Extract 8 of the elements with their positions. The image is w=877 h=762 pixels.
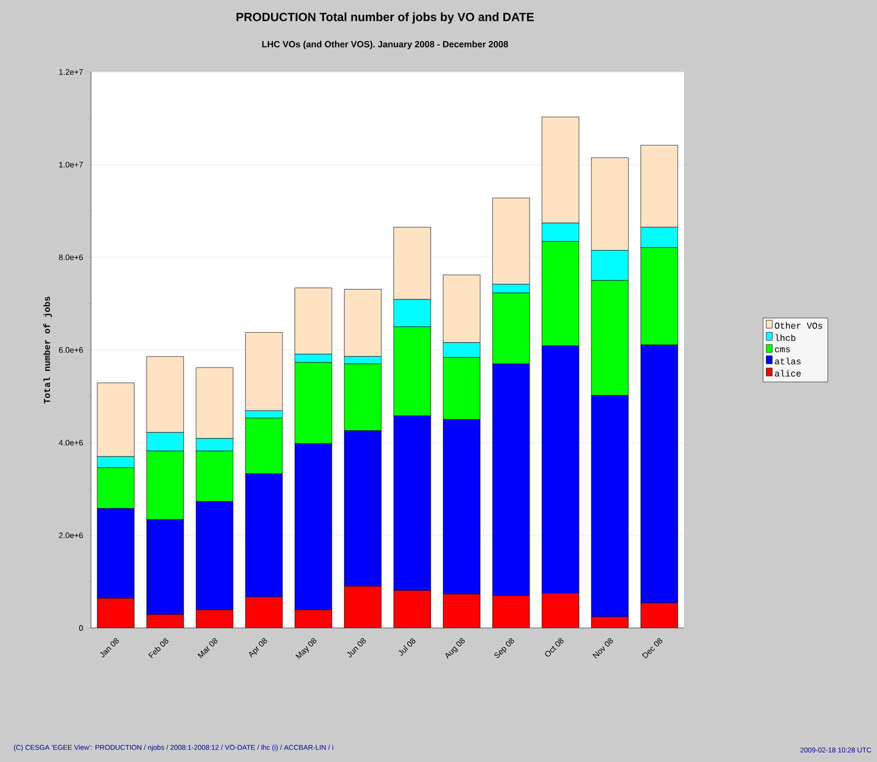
legend-label: lhcb <box>776 334 796 341</box>
y-axis-title: Total number of jobs <box>43 296 52 404</box>
chart-title: PRODUCTION Total number of jobs by VO and DATE <box>236 12 534 24</box>
legend-label: atlas <box>774 358 801 364</box>
legend-label: cms <box>774 347 790 352</box>
chart-subtitle: LHC VOs (and Other VOS). January 2008 - December 2008 <box>262 40 508 50</box>
legend-label: Other VOs <box>774 322 822 329</box>
legend-label: alice <box>774 370 801 377</box>
